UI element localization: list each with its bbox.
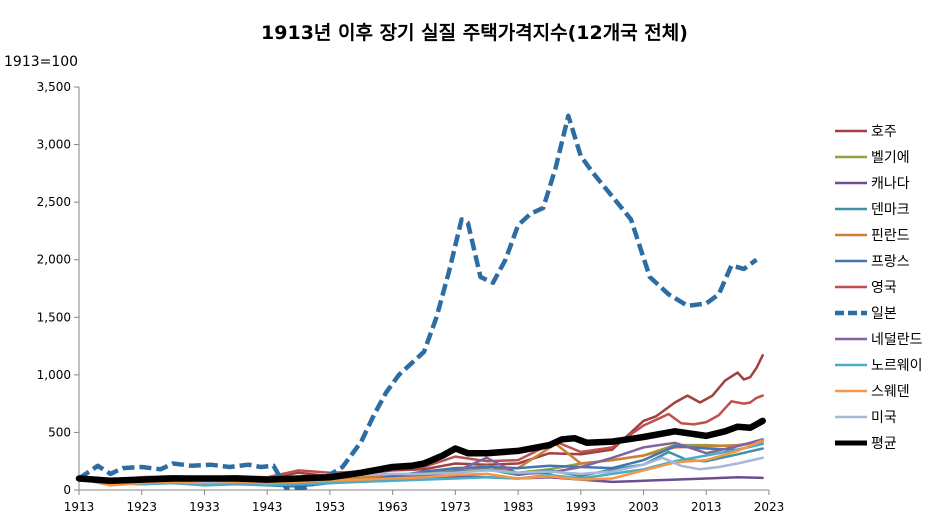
x-tick-label: 2013 — [691, 500, 722, 514]
x-tick-label: 1913 — [64, 500, 95, 514]
y-tick-label: 2,000 — [37, 253, 71, 267]
legend-label-0: 호주 — [871, 124, 897, 140]
legend-label-7: 일본 — [871, 306, 897, 322]
legend-label-10: 스웨덴 — [871, 384, 910, 400]
series-line-12 — [75, 417, 766, 485]
x-tick-label: 2023 — [754, 500, 785, 514]
x-tick-label: 1953 — [315, 500, 346, 514]
legend-label-12: 평균 — [871, 436, 897, 452]
legend-label-6: 영국 — [871, 280, 897, 296]
y-tick-label: 2,500 — [37, 195, 71, 209]
x-tick-label: 1983 — [503, 500, 534, 514]
y-tick-label: 0 — [63, 483, 71, 497]
y-tick-label: 1,500 — [37, 310, 71, 324]
x-tick-label: 1933 — [189, 500, 220, 514]
y-axis-unit-label: 1913=100 — [4, 54, 79, 70]
legend-label-9: 노르웨이 — [871, 358, 923, 374]
y-tick-label: 500 — [48, 425, 71, 439]
x-tick-label: 2003 — [628, 500, 659, 514]
series-line-7 — [77, 113, 758, 490]
y-tick-label: 3,500 — [37, 80, 71, 94]
legend-label-5: 프랑스 — [871, 254, 910, 270]
y-tick-label: 1,000 — [37, 368, 71, 382]
legend-label-11: 미국 — [871, 410, 897, 426]
series-line-11 — [77, 456, 764, 484]
legend-label-3: 덴마크 — [871, 202, 910, 218]
legend-label-1: 벨기에 — [871, 150, 910, 166]
y-tick-label: 3,000 — [37, 138, 71, 152]
legend-label-8: 네덜란드 — [871, 332, 923, 348]
x-tick-label: 1943 — [252, 500, 283, 514]
chart-title: 1913년 이후 장기 실질 주택가격지수(12개국 전체) — [261, 22, 688, 44]
legend-label-4: 핀란드 — [871, 228, 910, 244]
legend-label-2: 캐나다 — [871, 176, 910, 192]
x-tick-label: 1963 — [377, 500, 408, 514]
x-tick-label: 1923 — [126, 500, 157, 514]
x-tick-label: 1973 — [440, 500, 471, 514]
series-line-10 — [77, 439, 764, 487]
x-tick-label: 1993 — [566, 500, 597, 514]
